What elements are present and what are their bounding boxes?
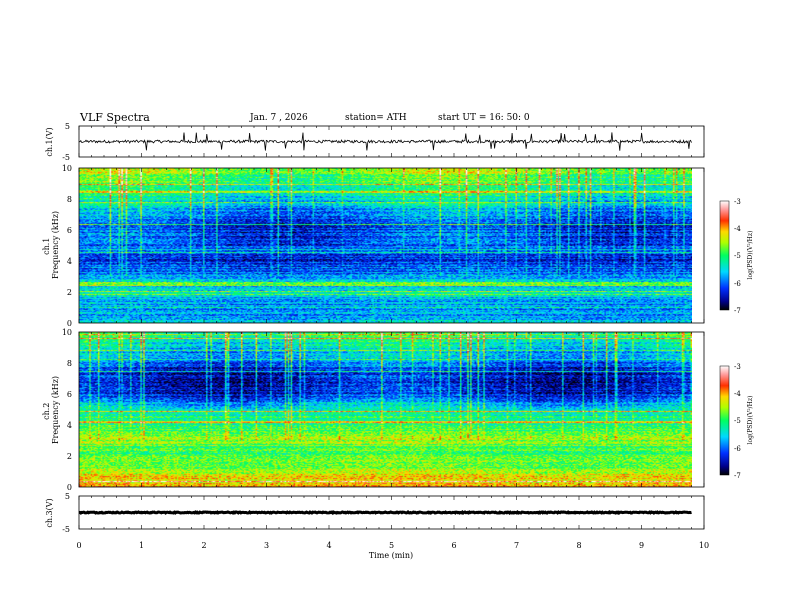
ch1-cbar-tick-m4: -4 xyxy=(734,225,741,233)
ch2-spec-ytick-6: 6 xyxy=(67,390,72,399)
ch1-colorbar xyxy=(719,200,730,311)
ch2-cbar-label: log(PSD)(V²/Hz) xyxy=(747,396,754,445)
ch2-cbar-tick-m4: -4 xyxy=(734,390,741,398)
ch1-ytick-bottom: -5 xyxy=(62,153,70,162)
ch2-spec-ytick-4: 4 xyxy=(67,421,72,430)
chart-title: VLF Spectra xyxy=(80,111,150,124)
ch2-spectrogram-image xyxy=(79,332,692,487)
x-tick-9: 9 xyxy=(639,541,644,550)
ch1-spec-ytick-2: 2 xyxy=(67,288,72,297)
ch1-cbar-tick-m7: -7 xyxy=(734,307,741,315)
ch3-panel: 5 -5 ch.3(V) xyxy=(45,492,705,534)
x-tick-0: 0 xyxy=(76,541,81,550)
ch2-spec-ytick-0: 0 xyxy=(67,483,72,492)
x-tick-2: 2 xyxy=(201,541,206,550)
ch1-spec-panel: 0 2 4 6 8 10 ch.1 Frequency (kHz) -3 -4 … xyxy=(42,164,754,328)
ch1-waveform-trace xyxy=(79,132,692,151)
x-tick-5: 5 xyxy=(389,541,394,550)
ch3-ytick-top: 5 xyxy=(65,492,70,501)
ch1-panel: 5 -5 ch.1(V) xyxy=(45,122,705,162)
ch1-spec-ytick-8: 8 xyxy=(67,195,72,204)
x-tick-7: 7 xyxy=(514,541,519,550)
ch1-cbar-tick-m5: -5 xyxy=(734,252,741,260)
ch1-spec-ylabel: ch.1 Frequency (kHz) xyxy=(42,211,60,279)
x-axis-label: Time (min) xyxy=(369,551,413,560)
ch1-spec-ytick-6: 6 xyxy=(67,226,72,235)
ch2-spec-ytick-2: 2 xyxy=(67,452,72,461)
ch3-ytick-bottom: -5 xyxy=(62,525,70,534)
x-tick-4: 4 xyxy=(326,541,331,550)
x-tick-1: 1 xyxy=(139,541,144,550)
start-time-label: start UT = 16: 50: 0 xyxy=(438,113,530,123)
x-tick-6: 6 xyxy=(451,541,456,550)
ch1-spectrogram-image xyxy=(79,168,692,323)
ch1-cbar-tick-m3: -3 xyxy=(734,198,741,206)
ch2-spec-panel: 0 2 4 6 8 10 ch.2 Frequency (kHz) -3 -4 … xyxy=(42,328,754,492)
x-tick-8: 8 xyxy=(576,541,581,550)
ch1-cbar-tick-m6: -6 xyxy=(734,280,741,288)
ch2-cbar-tick-m6: -6 xyxy=(734,445,741,453)
ch1-spec-ytick-10: 10 xyxy=(62,164,72,173)
ch2-cbar-tick-m7: -7 xyxy=(734,472,741,480)
ch2-spec-ytick-8: 8 xyxy=(67,359,72,368)
ch1-cbar-label: log(PSD)(V²/Hz) xyxy=(747,231,754,280)
x-tick-3: 3 xyxy=(264,541,269,550)
ch2-cbar-tick-m5: -5 xyxy=(734,417,741,425)
ch1-spec-ytick-4: 4 xyxy=(67,257,72,266)
ch2-cbar-tick-m3: -3 xyxy=(734,363,741,371)
ch1-ylabel: ch.1(V) xyxy=(45,127,54,156)
panel-tick-marks xyxy=(78,126,705,529)
ch1-spec-ytick-0: 0 xyxy=(67,319,72,328)
date-label: Jan. 7 , 2026 xyxy=(250,113,308,123)
ch3-ylabel: ch.3(V) xyxy=(45,498,54,527)
x-axis-ticks: 0 1 2 3 4 5 6 7 8 9 10 xyxy=(76,541,709,550)
ch3-waveform-trace xyxy=(78,509,692,516)
ch1-ytick-top: 5 xyxy=(65,122,70,131)
ch2-colorbar xyxy=(719,365,730,476)
ch2-spec-ytick-10: 10 xyxy=(62,328,72,337)
x-tick-10: 10 xyxy=(699,541,709,550)
station-label: station= ATH xyxy=(345,113,407,123)
ch2-spec-ylabel: ch.2 Frequency (kHz) xyxy=(42,376,60,444)
